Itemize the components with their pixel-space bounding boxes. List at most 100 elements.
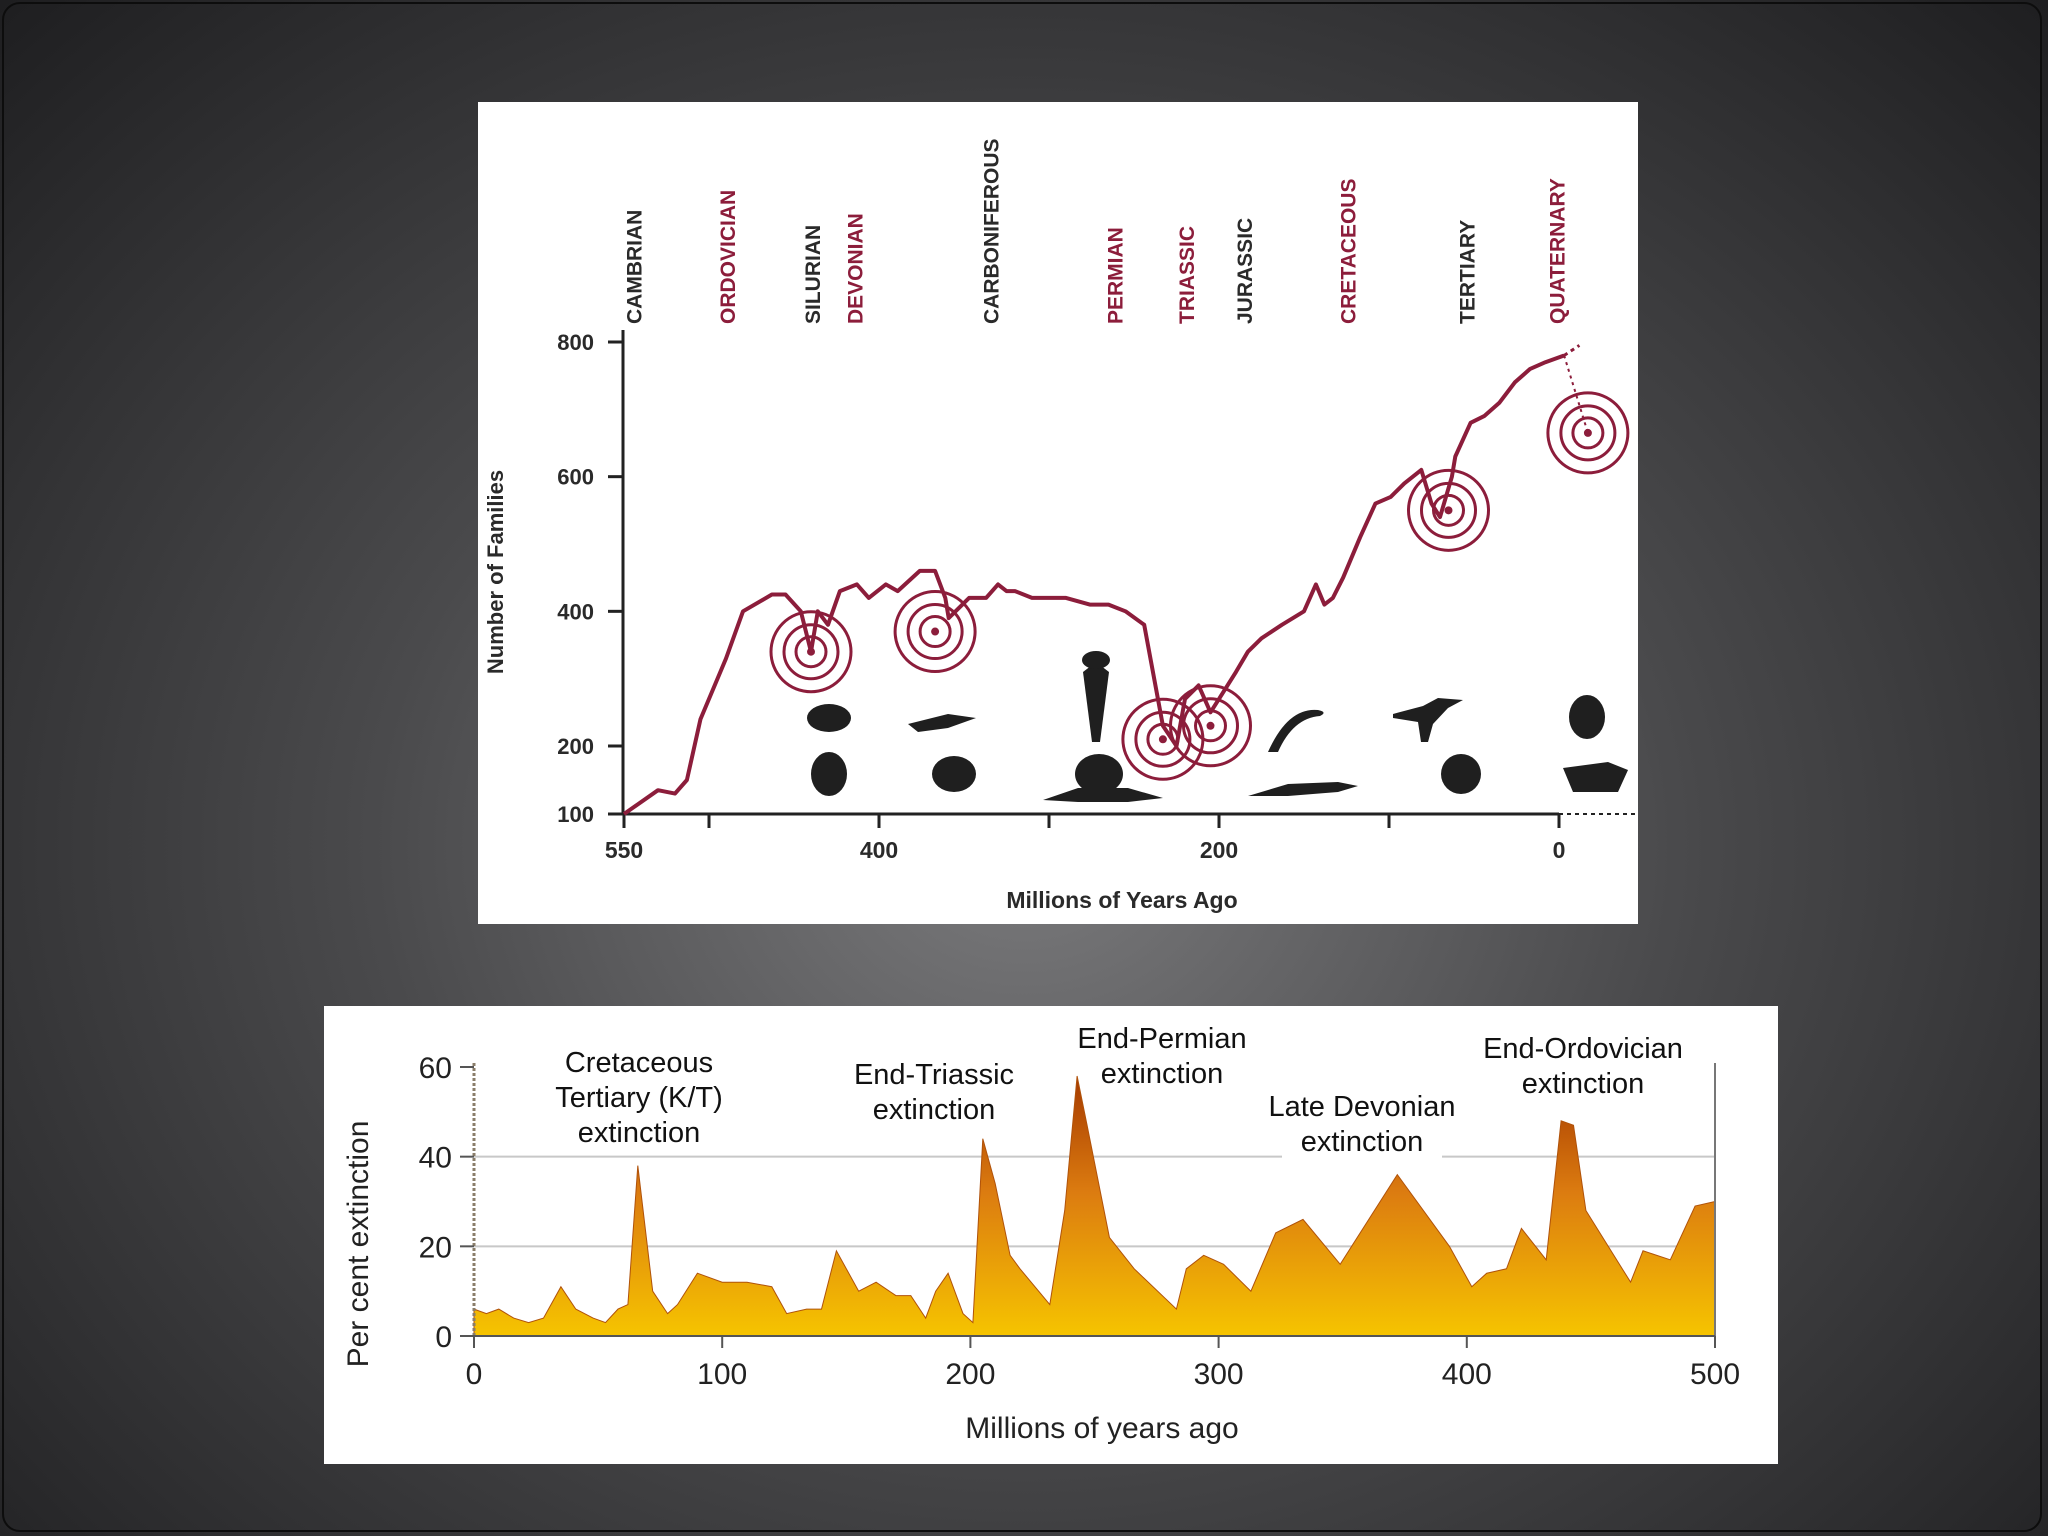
fish-icon: [908, 714, 976, 732]
target-ring: [1420, 481, 1477, 539]
x-tick-label: 0: [1553, 837, 1566, 863]
x-tick-label: 200: [945, 1358, 995, 1391]
families-chart-panel: CAMBRIAN ORDOVICIAN SILURIAN DEVONIAN CARBON…: [478, 102, 1638, 924]
x-tick-label: 0: [466, 1358, 483, 1391]
annotation-bg: [839, 1059, 1029, 1091]
y-tick-label: 800: [557, 330, 594, 355]
fossil-silhouettes: [807, 651, 1628, 802]
target-center: [931, 627, 940, 636]
target-ring: [918, 615, 952, 649]
annotation-bg: [854, 1094, 1014, 1126]
mammal-icon: [1563, 762, 1628, 792]
x-tick-label: 500: [1690, 1358, 1740, 1391]
target-ring: [1146, 722, 1180, 756]
y-tick-label: 200: [557, 734, 594, 759]
period-label: TERTIARY: [1457, 220, 1480, 324]
families-line: [622, 353, 1565, 816]
coral-icon: [1083, 662, 1109, 742]
target-center: [1206, 721, 1215, 730]
y-axis-label: Per cent extinction: [342, 1121, 375, 1368]
annotation-bg: [1074, 1023, 1250, 1055]
annotation-bg: [1259, 1091, 1465, 1123]
target-ring: [1134, 710, 1192, 768]
annotation-line: extinction: [873, 1094, 996, 1126]
target-ring: [794, 635, 828, 669]
target-ring: [1546, 391, 1630, 475]
y-tick-label: 60: [419, 1052, 452, 1085]
extinction-markers: [769, 391, 1630, 781]
target-ring: [1194, 709, 1227, 743]
trilobite-icon: [811, 752, 847, 796]
extinction-target-marker: [1546, 391, 1630, 475]
annotation-line: extinction: [578, 1117, 701, 1149]
annotation-line: Late Devonian: [1268, 1091, 1455, 1123]
extinction-area: [473, 1075, 1716, 1337]
annotation-line: extinction: [1301, 1126, 1424, 1158]
crinoid-icon: [932, 756, 976, 792]
ichthyosaur-icon: [1268, 709, 1324, 752]
annotation-line: Tertiary (K/T): [555, 1082, 723, 1114]
target-ring: [893, 590, 977, 674]
target-center: [1158, 735, 1167, 744]
y-tick-label: 100: [557, 802, 594, 827]
target-ring: [1182, 697, 1239, 755]
annotation-bg: [1082, 1058, 1242, 1090]
extinction-target-marker: [1407, 468, 1490, 552]
annotation-line: Cretaceous: [565, 1047, 713, 1079]
x-tick-label: 300: [1194, 1358, 1244, 1391]
target-ring: [782, 623, 840, 681]
extinction-axes: 0 20 40 60 0 100 200 300 400 500: [419, 1052, 1740, 1391]
families-axes: 100 200 400 600 800 550 400 200 0: [557, 330, 1635, 863]
period-label: PERMIAN: [1105, 227, 1128, 324]
period-label: ORDOVICIAN: [717, 190, 740, 324]
period-label: QUATERNARY: [1547, 178, 1570, 324]
x-axis-label: Millions of years ago: [965, 1412, 1238, 1445]
target-ring: [1169, 684, 1252, 768]
period-label: SILURIAN: [802, 225, 825, 324]
annotation-line: extinction: [1101, 1058, 1224, 1090]
x-axis-label: Millions of Years Ago: [1006, 887, 1237, 913]
extinction-chart-panel: 0 20 40 60 0 100 200 300 400 500 Cretaceous Tertia…: [324, 1006, 1778, 1464]
annotation-bg: [1282, 1126, 1442, 1158]
y-tick-label: 0: [435, 1321, 452, 1354]
extinction-series: [473, 1075, 1716, 1337]
target-ring: [1432, 493, 1465, 527]
annotation-line: End-Triassic: [854, 1059, 1014, 1091]
target-center: [1444, 506, 1453, 515]
x-tick-label: 400: [1442, 1358, 1492, 1391]
dimetrodon-sail-icon: [1075, 754, 1123, 794]
x-tick-label: 550: [605, 837, 643, 863]
ammonite-icon: [1441, 754, 1481, 794]
extinction-target-marker: [1169, 684, 1252, 768]
annotation-line: End-Permian: [1077, 1023, 1246, 1055]
target-ring: [769, 610, 853, 694]
annotation-bg: [1503, 1068, 1663, 1100]
y-tick-label: 600: [557, 465, 594, 490]
crocodile-icon: [1248, 782, 1358, 796]
trilobite-icon: [807, 704, 851, 732]
y-tick-label: 400: [557, 599, 594, 624]
target-ring: [1571, 416, 1605, 450]
period-label: JURASSIC: [1234, 218, 1257, 324]
gorilla-icon: [1569, 695, 1605, 739]
families-line-chart: CAMBRIAN ORDOVICIAN SILURIAN DEVONIAN CARBON…: [483, 138, 1635, 913]
target-ring: [1407, 468, 1490, 552]
annotation-bg: [559, 1047, 719, 1079]
annotation-bg: [559, 1117, 719, 1149]
annotation-line: extinction: [1522, 1068, 1645, 1100]
period-labels: CAMBRIAN ORDOVICIAN SILURIAN DEVONIAN CARBON…: [624, 138, 1570, 324]
extinction-area-chart: 0 20 40 60 0 100 200 300 400 500 CretaceousTertia…: [342, 1023, 1740, 1445]
x-tick-label: 100: [697, 1358, 747, 1391]
target-center: [807, 647, 815, 656]
families-series: [622, 344, 1589, 816]
x-tick-label: 400: [860, 837, 898, 863]
extinction-target-marker: [769, 610, 853, 694]
period-label: CRETACEOUS: [1338, 179, 1361, 324]
target-ring: [1559, 404, 1617, 462]
